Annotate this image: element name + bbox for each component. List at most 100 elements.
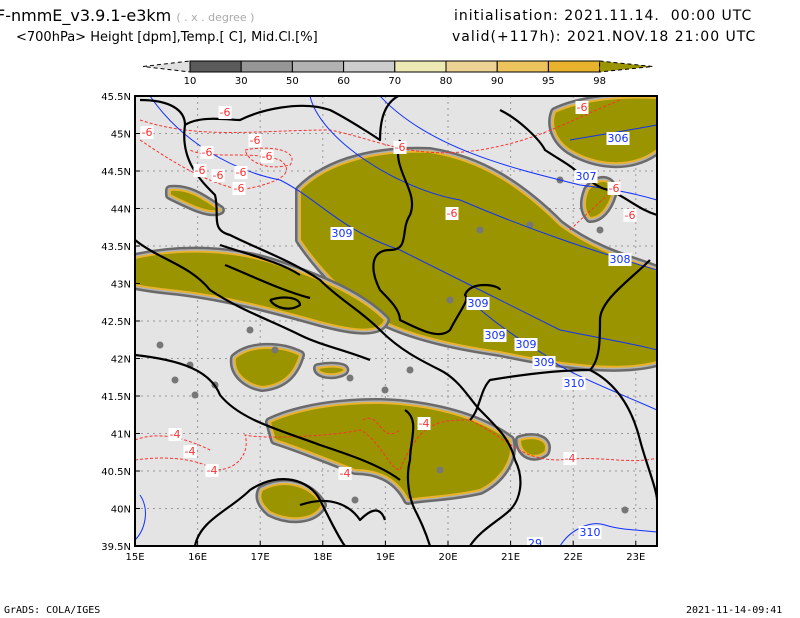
fields-title: <700hPa> Height [dpm],Temp.[ C], Mid.Cl.…	[16, 30, 318, 45]
temperature-label: -4	[340, 467, 351, 480]
lat-label: 39.5N	[101, 542, 131, 553]
cloud-core	[135, 250, 386, 331]
colorbar-tick-label: 30	[235, 76, 248, 87]
temperature-label: -6	[202, 146, 213, 159]
lon-label: 23E	[626, 552, 645, 563]
height-label: 309	[332, 227, 353, 240]
lat-label: 44.5N	[101, 167, 131, 178]
temperature-label-bg	[168, 428, 182, 441]
temperature-label-bg	[234, 166, 248, 179]
height-label-bg	[562, 377, 586, 390]
height-label-bg	[527, 537, 543, 546]
colorbar-tick-label: 95	[542, 76, 555, 87]
lat-label: 42N	[111, 355, 131, 366]
temperature-label-bg	[575, 101, 589, 114]
lat-label: 40N	[111, 505, 131, 516]
cloud-cell	[171, 376, 179, 384]
colorbar-tick-label: 60	[337, 76, 350, 87]
cloud-cell	[156, 341, 164, 349]
lon-label: 19E	[376, 552, 395, 563]
cloud-core	[269, 401, 512, 501]
height-label: 310	[564, 377, 585, 390]
lat-label: 42.5N	[101, 317, 131, 328]
model-title: F-nmmE_v3.9.1-e3km ( . x . degree )	[0, 6, 254, 25]
temperature-label: -6	[447, 207, 458, 220]
height-label-bg	[606, 132, 630, 145]
lon-label: 16E	[188, 552, 207, 563]
height-label: 306	[608, 132, 629, 145]
temperature-label-bg	[183, 445, 197, 458]
colorbar-segment	[496, 60, 549, 73]
colorbar-segment	[547, 60, 601, 73]
lat-label: 43.5N	[101, 242, 131, 253]
temperature-label-bg	[393, 141, 407, 154]
lon-label: 18E	[313, 552, 332, 563]
cloud-cell	[476, 226, 484, 234]
temperature-label-bg	[607, 182, 621, 195]
temperature-label-bg	[260, 150, 274, 163]
lat-label: 41.5N	[101, 392, 131, 403]
cloud-core	[169, 188, 221, 213]
temperature-label: -4	[207, 464, 218, 477]
colorbar-low-triangle	[142, 60, 191, 73]
height-label: 310	[580, 526, 601, 539]
temperature-label-bg	[205, 464, 219, 477]
initialisation-time: initialisation: 2021.11.14. 00:00 UTC	[454, 8, 753, 24]
map-axes: 15E 16E 17E 18E 19E 20E 21E 22E 23E 45.5N 45N 44.5N…	[101, 92, 645, 563]
temperature-label: -6	[213, 169, 224, 182]
colorbar-segment	[394, 60, 447, 73]
temperature-label-bg	[140, 126, 154, 139]
model-name: F-nmmE_v3.9.1-e3km	[0, 6, 172, 25]
lon-label: 15E	[125, 552, 144, 563]
colorbar-tick-label: 90	[491, 76, 504, 87]
height-label: 307	[576, 170, 597, 183]
height-label: 309	[534, 356, 555, 369]
height-label-bg	[532, 356, 556, 369]
temperature-label-bg	[200, 146, 214, 159]
temperature-label-bg	[248, 134, 262, 147]
cloud-core	[233, 346, 301, 388]
temperature-label: -6	[395, 141, 406, 154]
cloud-cell	[596, 226, 604, 234]
temperature-label: -4	[419, 417, 430, 430]
lat-label: 44N	[111, 205, 131, 216]
cloud-cell	[381, 386, 389, 394]
temperature-label: -4	[185, 445, 196, 458]
cloud-cell	[436, 466, 444, 474]
temperature-label: -6	[577, 101, 588, 114]
temperature-label: -4	[170, 428, 181, 441]
temperature-label: -6	[142, 126, 153, 139]
temperature-label: -6	[234, 182, 245, 195]
temperature-label-bg	[338, 467, 352, 480]
height-label-bg	[578, 526, 602, 539]
cloud-cell	[446, 296, 454, 304]
lon-label: 20E	[438, 552, 457, 563]
height-label-bg	[514, 338, 538, 351]
temperature-label-bg	[218, 106, 232, 119]
cloud-core	[317, 365, 346, 376]
temperature-label: -6	[609, 182, 620, 195]
temperature-label: -6	[236, 166, 247, 179]
colorbar-tick-label: 98	[593, 76, 606, 87]
temperature-label-bg	[232, 182, 246, 195]
colorbar: 10 30 50 60 70 80 90 95 98	[142, 60, 653, 87]
height-label: 29	[528, 537, 542, 550]
valid-time: valid(+117h): 2021.NOV.18 21:00 UTC	[452, 29, 757, 45]
temperature-label-bg	[563, 452, 577, 465]
colorbar-segment	[291, 60, 345, 73]
temperature-label: -6	[220, 106, 231, 119]
lon-label: 17E	[251, 552, 270, 563]
contour-labels: -6-6-6-6-6-6 -6 -6-6-6-6-6-6-6-4-4-4 -4-4-4…	[140, 101, 637, 550]
temperature-label-bg	[445, 207, 459, 220]
cloud-cell	[191, 391, 199, 399]
height-label-bg	[574, 170, 598, 183]
lat-label: 41N	[111, 430, 131, 441]
height-label: 309	[468, 297, 489, 310]
height-label-bg	[466, 297, 490, 310]
cloud-cell	[351, 496, 359, 504]
temperature-label: -4	[565, 452, 576, 465]
temperature-label-bg	[417, 417, 431, 430]
colorbar-tick-label: 70	[388, 76, 401, 87]
cloud-cell	[346, 374, 354, 382]
cloud-cell	[271, 346, 279, 354]
